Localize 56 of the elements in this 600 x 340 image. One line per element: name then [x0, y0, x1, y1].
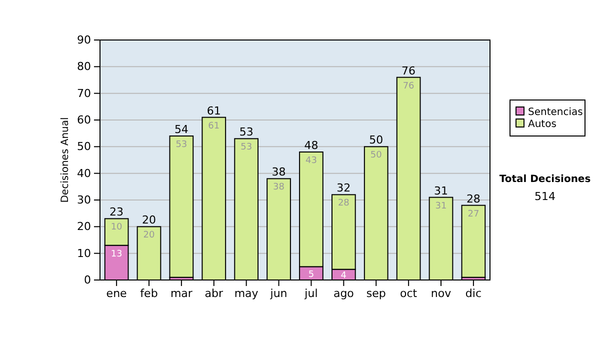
data-label: 5 [308, 270, 314, 280]
x-tick-label: jun [269, 286, 288, 300]
data-label: 27 [468, 209, 480, 220]
x-tick-label: jul [304, 286, 318, 300]
y-tick-label: 50 [77, 140, 91, 154]
x-tick-label: may [234, 286, 259, 300]
total-label: 53 [239, 126, 254, 139]
data-label: 50 [370, 150, 382, 161]
data-label: 38 [273, 182, 285, 193]
text: 514 [534, 190, 556, 203]
total-label: 31 [434, 184, 448, 198]
data-label: 13 [110, 249, 122, 260]
x-tick-label: oct [400, 286, 418, 300]
total-label: 32 [336, 182, 351, 195]
bar [169, 136, 194, 278]
y-tick-label: 40 [77, 166, 91, 180]
text: Total Decisiones [499, 174, 591, 185]
y-tick-label: 60 [77, 114, 91, 127]
y-tick-label: 0 [84, 274, 91, 287]
total-label: 23 [110, 206, 124, 219]
total-label: 20 [142, 214, 156, 227]
bar [461, 204, 486, 278]
data-label: 20 [143, 230, 155, 241]
y-axis-title: Decisiones Anual [60, 117, 71, 203]
total-label: 76 [402, 64, 416, 78]
x-tick-label: ene [106, 286, 128, 300]
legend-label: Autos [528, 119, 556, 130]
x-tick-label: dic [465, 286, 482, 300]
data-label: 53 [176, 140, 188, 150]
data-label: 43 [305, 156, 317, 166]
total-label: 54 [174, 123, 188, 136]
x-tick-label: nov [430, 286, 452, 300]
data-label: 4 [340, 271, 347, 282]
data-label: 31 [435, 201, 447, 212]
total-label: 50 [369, 134, 384, 147]
x-tick-label: feb [140, 286, 158, 300]
x-tick-label: abr [204, 286, 224, 300]
y-tick-label: 20 [77, 220, 91, 234]
x-tick-label: sep [366, 286, 386, 300]
total-label: 28 [466, 192, 480, 206]
y-tick-label: 70 [77, 86, 91, 100]
y-tick-label: 30 [77, 194, 91, 207]
y-tick-label: 10 [77, 246, 91, 260]
y-tick-label: 80 [77, 60, 91, 74]
data-label: 53 [240, 142, 252, 153]
data-label: 61 [208, 121, 220, 132]
total-label: 48 [304, 139, 318, 152]
legend-label: Sentencias [528, 107, 583, 118]
total-label: 61 [206, 104, 221, 118]
y-tick-label: 90 [77, 34, 91, 47]
data-label: 76 [402, 81, 415, 92]
data-label: 10 [110, 222, 123, 233]
x-tick-label: ago [333, 286, 354, 300]
total-label: 38 [272, 166, 286, 179]
x-tick-label: mar [170, 286, 193, 300]
data-label: 28 [338, 198, 350, 209]
